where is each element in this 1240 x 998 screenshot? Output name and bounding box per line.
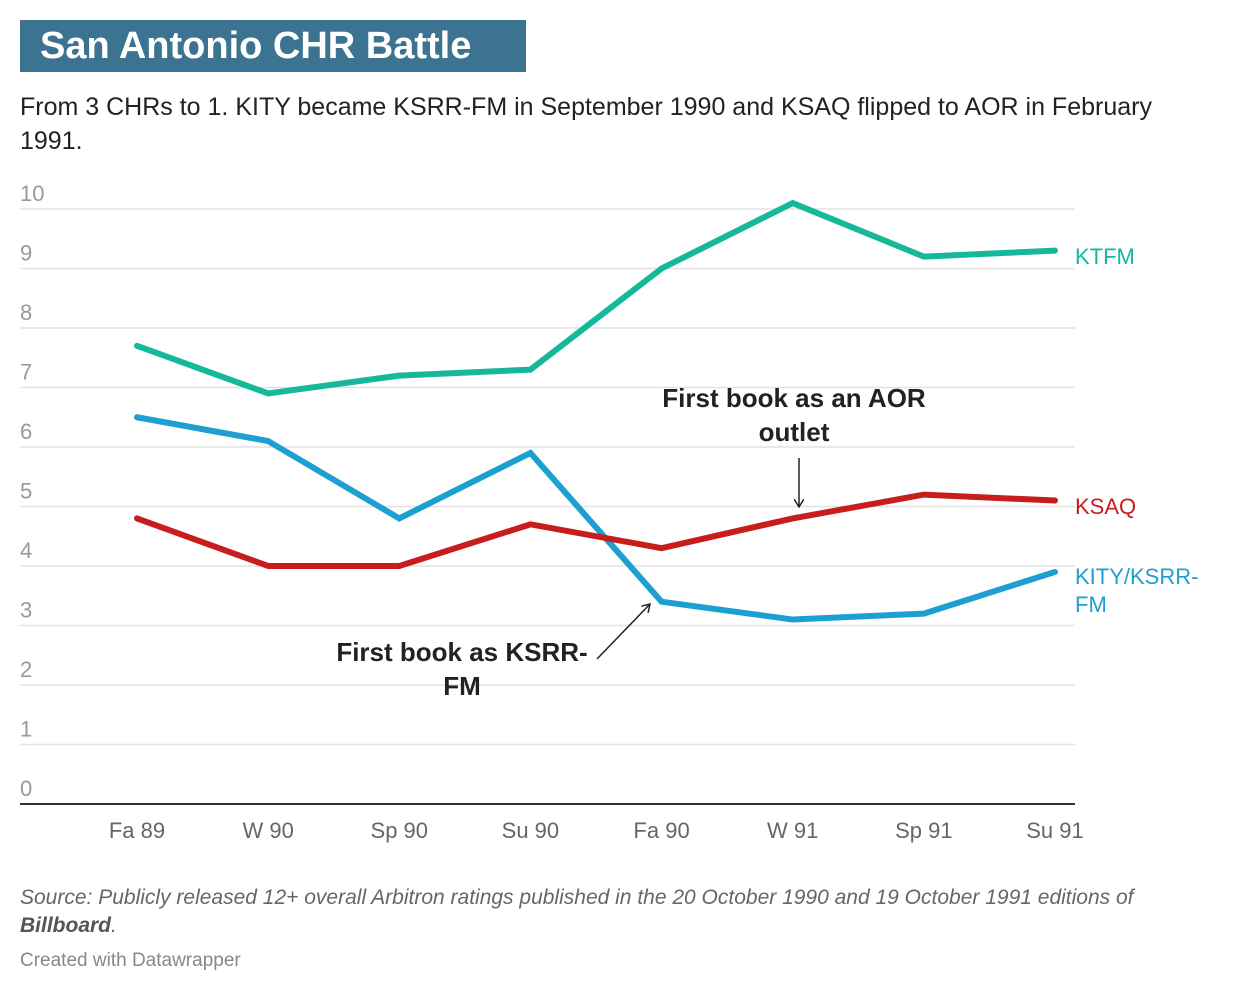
chart-subtitle: From 3 CHRs to 1. KITY became KSRR-FM in…: [20, 93, 1152, 155]
x-tick-label: Fa 90: [633, 818, 689, 843]
x-tick-label: Su 91: [1026, 818, 1084, 843]
chart-title: San Antonio CHR Battle: [40, 25, 472, 67]
annotation-arrow: [596, 604, 650, 660]
x-tick-label: Sp 90: [371, 818, 429, 843]
y-tick-label: 6: [20, 419, 32, 444]
annotations: First book as an AOR outlet First book as …: [336, 383, 926, 701]
datawrapper-credit: Created with Datawrapper: [20, 950, 241, 971]
y-tick-label: 2: [20, 657, 32, 682]
y-tick-label: 10: [20, 181, 44, 206]
y-tick-label: 5: [20, 479, 32, 504]
annotation-text: First book as KSRR-: [336, 637, 587, 667]
series-line-ktfm: [134, 199, 1058, 397]
series-line-kity-ksrr-fm: [134, 414, 1058, 623]
chart-title-box: San Antonio CHR Battle: [20, 20, 526, 72]
series-lines: [134, 199, 1058, 623]
source-note: Source: Publicly released 12+ overall Ar…: [20, 884, 1200, 940]
y-tick-label: 4: [20, 538, 32, 563]
y-tick-label: 0: [20, 776, 32, 801]
series-line-ksaq: [134, 491, 1058, 569]
annotation-text: FM: [443, 671, 481, 701]
series-label: KSAQ: [1075, 494, 1136, 519]
source-prefix: Source: Publicly released 12+ overall Ar…: [20, 886, 1134, 909]
annotation-text: First book as an AOR: [662, 383, 926, 413]
x-tick-label: Sp 91: [895, 818, 953, 843]
y-tick-label: 9: [20, 241, 32, 266]
y-tick-label: 8: [20, 300, 32, 325]
x-tick-label: Su 90: [502, 818, 560, 843]
series-labels: KTFM KSAQ KITY/KSRR- FM: [1075, 244, 1198, 617]
y-tick-label: 1: [20, 717, 32, 742]
source-publication: Billboard: [20, 914, 112, 937]
y-tick-label: 7: [20, 360, 32, 385]
gridlines: [20, 208, 1075, 805]
source-suffix: .: [111, 914, 117, 937]
x-tick-label: W 90: [242, 818, 293, 843]
series-label: KTFM: [1075, 244, 1135, 269]
x-tick-label: W 91: [767, 818, 818, 843]
y-tick-label: 3: [20, 598, 32, 623]
series-label: KITY/KSRR-: [1075, 564, 1198, 589]
x-axis-ticks: Fa 89 W 90 Sp 90 Su 90 Fa 90 W 91 Sp 91 Su 91: [109, 818, 1084, 843]
series-label: FM: [1075, 592, 1107, 617]
x-tick-label: Fa 89: [109, 818, 165, 843]
annotation-text: outlet: [759, 417, 830, 447]
